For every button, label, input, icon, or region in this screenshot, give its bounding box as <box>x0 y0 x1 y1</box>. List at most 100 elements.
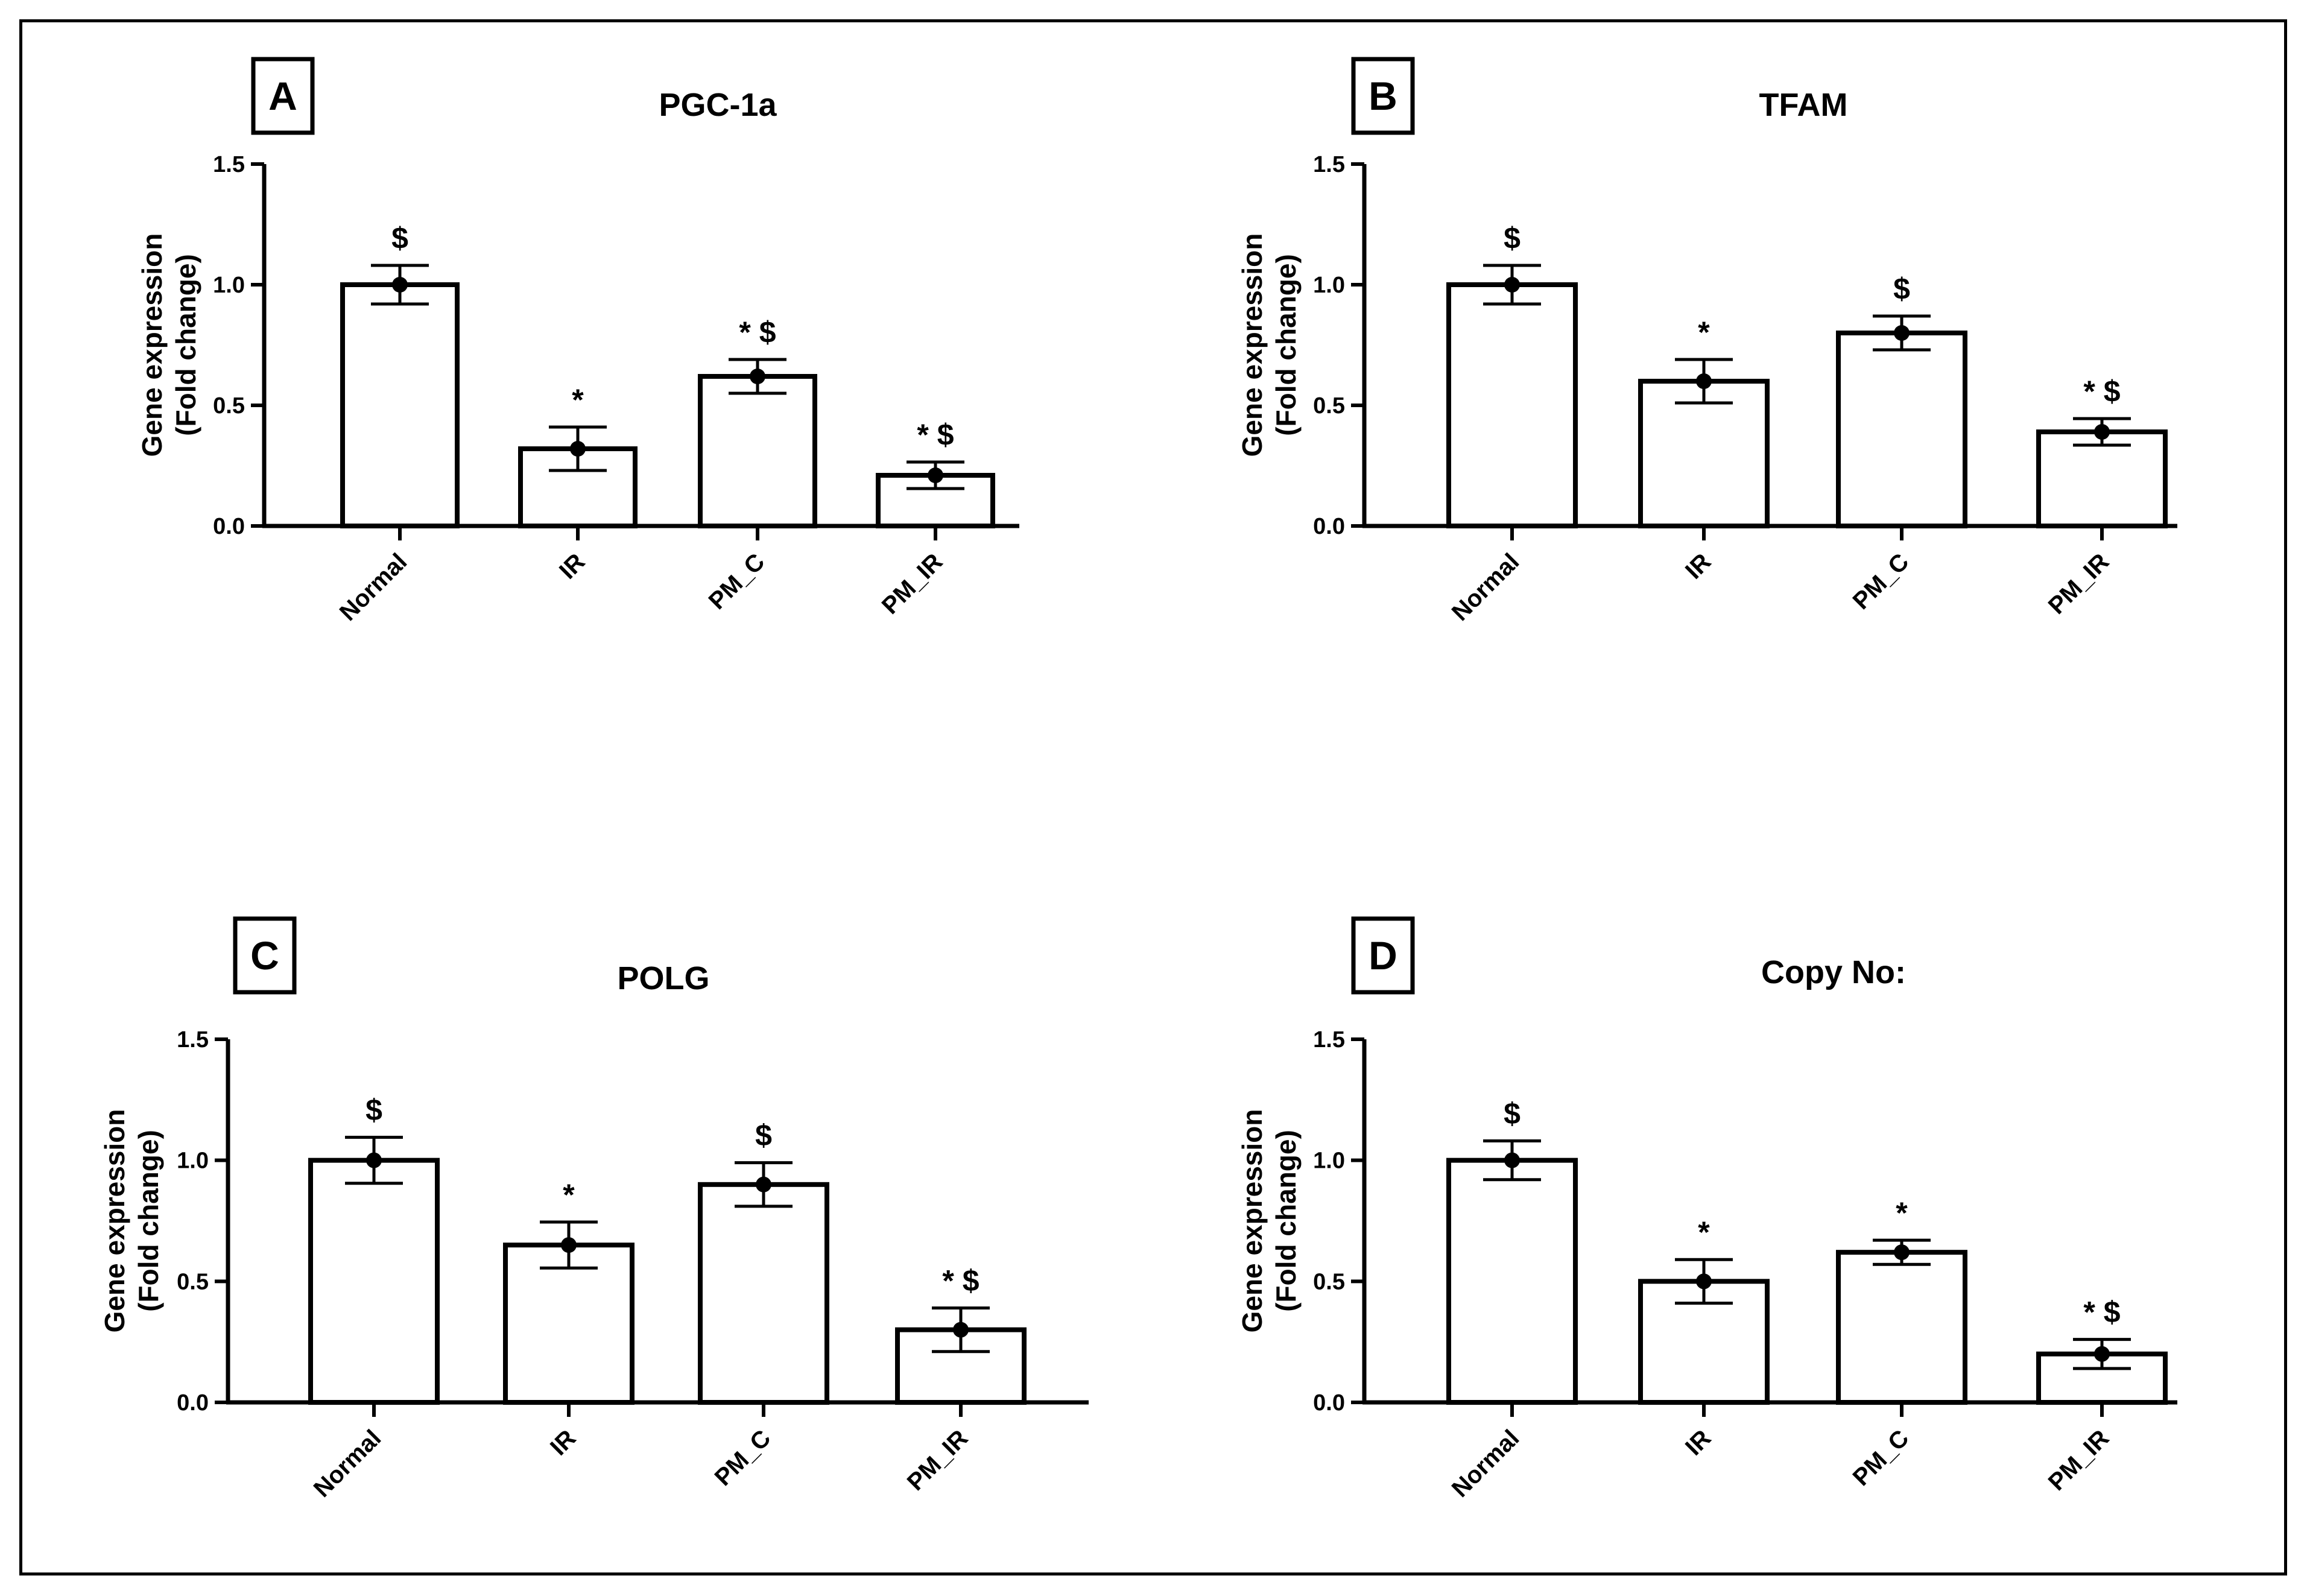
panel-label: D <box>1369 933 1397 978</box>
figure-frame <box>19 19 2287 1575</box>
y-axis-label: Gene expression(Fold change) <box>136 233 201 457</box>
significance-annotation: $ <box>391 221 408 255</box>
x-category-label: PM_IR <box>2043 1425 2115 1496</box>
significance-annotation: $ <box>366 1094 382 1127</box>
x-category-label: PM_C <box>1848 548 1914 615</box>
x-category-label: PM_C <box>710 1425 776 1491</box>
bar-pm-c <box>698 374 817 528</box>
significance-annotation: * <box>1698 315 1710 349</box>
bar-normal <box>340 282 460 528</box>
significance-annotation: * <box>563 1178 575 1212</box>
mean-point <box>756 1176 771 1192</box>
y-tick-label: 0.5 <box>1313 1269 1345 1294</box>
y-axis-label-line: (Fold change) <box>1270 1130 1302 1312</box>
x-category-label: IR <box>1680 548 1716 584</box>
significance-annotation: $ <box>1893 272 1910 306</box>
bar-normal <box>308 1157 440 1405</box>
panel-label-box <box>1351 57 1415 135</box>
mean-point <box>1504 1152 1520 1168</box>
y-tick-label: 1.0 <box>177 1148 209 1174</box>
y-axis-label-line: Gene expression <box>99 1109 130 1333</box>
bar-pm-c <box>1836 331 1967 528</box>
significance-annotation: * $ <box>917 418 954 452</box>
mean-point <box>392 277 408 293</box>
y-tick-label: 1.5 <box>177 1027 209 1053</box>
x-category-label: IR <box>554 548 590 584</box>
x-category-label: PM_IR <box>877 548 948 619</box>
y-axis-label-line: Gene expression <box>136 233 168 457</box>
chart-panel-c: C POLG Gene expression(Fold change) 0.0 0.5 1… <box>99 916 1089 1503</box>
panel-label: B <box>1369 74 1397 118</box>
mean-point <box>366 1152 382 1168</box>
mean-point <box>1894 325 1910 341</box>
chart-panel-d: D Copy No: Gene expression(Fold change) 0.0… <box>1236 916 2177 1503</box>
y-tick-label: 0.0 <box>213 514 245 539</box>
x-category-label: Normal <box>1447 1425 1525 1503</box>
x-category-label: PM_C <box>704 548 770 615</box>
mean-point <box>928 467 943 483</box>
y-axis-label: Gene expression(Fold change) <box>99 1109 164 1333</box>
x-category-label: Normal <box>1447 548 1525 626</box>
mean-point <box>561 1237 577 1253</box>
panel-label-box <box>233 916 297 995</box>
y-tick-label: 1.5 <box>213 152 245 177</box>
bar-pm-c <box>1836 1250 1967 1405</box>
y-axis-label-line: (Fold change) <box>170 254 201 436</box>
chart-panel-b: B TFAM Gene expression(Fold change) 0.0 0.5 1… <box>1236 57 2177 626</box>
y-axis-label-line: Gene expression <box>1236 1109 1268 1333</box>
y-tick-label: 0.0 <box>177 1390 209 1416</box>
panel-label-box <box>251 57 315 135</box>
bar-normal <box>1446 282 1578 528</box>
significance-annotation: $ <box>1504 221 1521 255</box>
y-tick-label: 1.0 <box>1313 273 1345 298</box>
y-tick-label: 0.0 <box>1313 1390 1345 1416</box>
y-tick-label: 0.5 <box>1313 393 1345 419</box>
mean-point <box>953 1322 969 1338</box>
x-category-label: IR <box>1680 1425 1716 1460</box>
panel-label: C <box>250 933 279 978</box>
y-tick-label: 0.0 <box>1313 514 1345 539</box>
mean-point <box>2094 1346 2110 1362</box>
x-category-label: IR <box>545 1425 581 1460</box>
y-tick-label: 1.5 <box>1313 152 1345 177</box>
significance-annotation: $ <box>755 1119 772 1153</box>
panel-label: A <box>268 74 297 118</box>
panel-label-box <box>1351 916 1415 995</box>
mean-point <box>570 441 586 457</box>
significance-annotation: * $ <box>942 1264 979 1297</box>
mean-point <box>1894 1244 1910 1261</box>
mean-point <box>750 369 765 384</box>
y-tick-label: 0.5 <box>177 1269 209 1294</box>
x-category-label: Normal <box>309 1425 387 1503</box>
y-tick-label: 1.5 <box>1313 1027 1345 1053</box>
significance-annotation: * <box>572 383 584 417</box>
mean-point <box>1696 373 1712 389</box>
significance-annotation: $ <box>1504 1097 1521 1131</box>
bar-normal <box>1446 1157 1578 1405</box>
y-axis-label-line: (Fold change) <box>133 1130 164 1312</box>
chart-title: POLG <box>617 960 709 996</box>
significance-annotation: * <box>1698 1215 1710 1249</box>
y-tick-label: 1.0 <box>213 273 245 298</box>
bar-pm-c <box>698 1182 829 1405</box>
y-axis-label-line: (Fold change) <box>1270 254 1302 436</box>
chart-title: PGC-1a <box>659 87 777 123</box>
significance-annotation: * $ <box>739 315 776 349</box>
chart-title: Copy No: <box>1761 954 1906 990</box>
y-axis-label: Gene expression(Fold change) <box>1236 1109 1302 1333</box>
y-tick-label: 0.5 <box>213 393 245 419</box>
y-tick-label: 1.0 <box>1313 1148 1345 1174</box>
x-category-label: PM_C <box>1848 1425 1914 1491</box>
significance-annotation: * <box>1896 1196 1908 1230</box>
y-axis-label-line: Gene expression <box>1236 233 1268 457</box>
mean-point <box>2094 424 2110 440</box>
mean-point <box>1696 1273 1712 1290</box>
chart-panel-a: A PGC-1a Gene expression(Fold change) 0.0 0.… <box>136 57 1019 626</box>
x-category-label: Normal <box>335 548 413 626</box>
mean-point <box>1504 277 1520 293</box>
y-axis-label: Gene expression(Fold change) <box>1236 233 1302 457</box>
chart-title: TFAM <box>1759 87 1848 123</box>
x-category-label: PM_IR <box>902 1425 973 1496</box>
significance-annotation: * $ <box>2083 1296 2120 1329</box>
